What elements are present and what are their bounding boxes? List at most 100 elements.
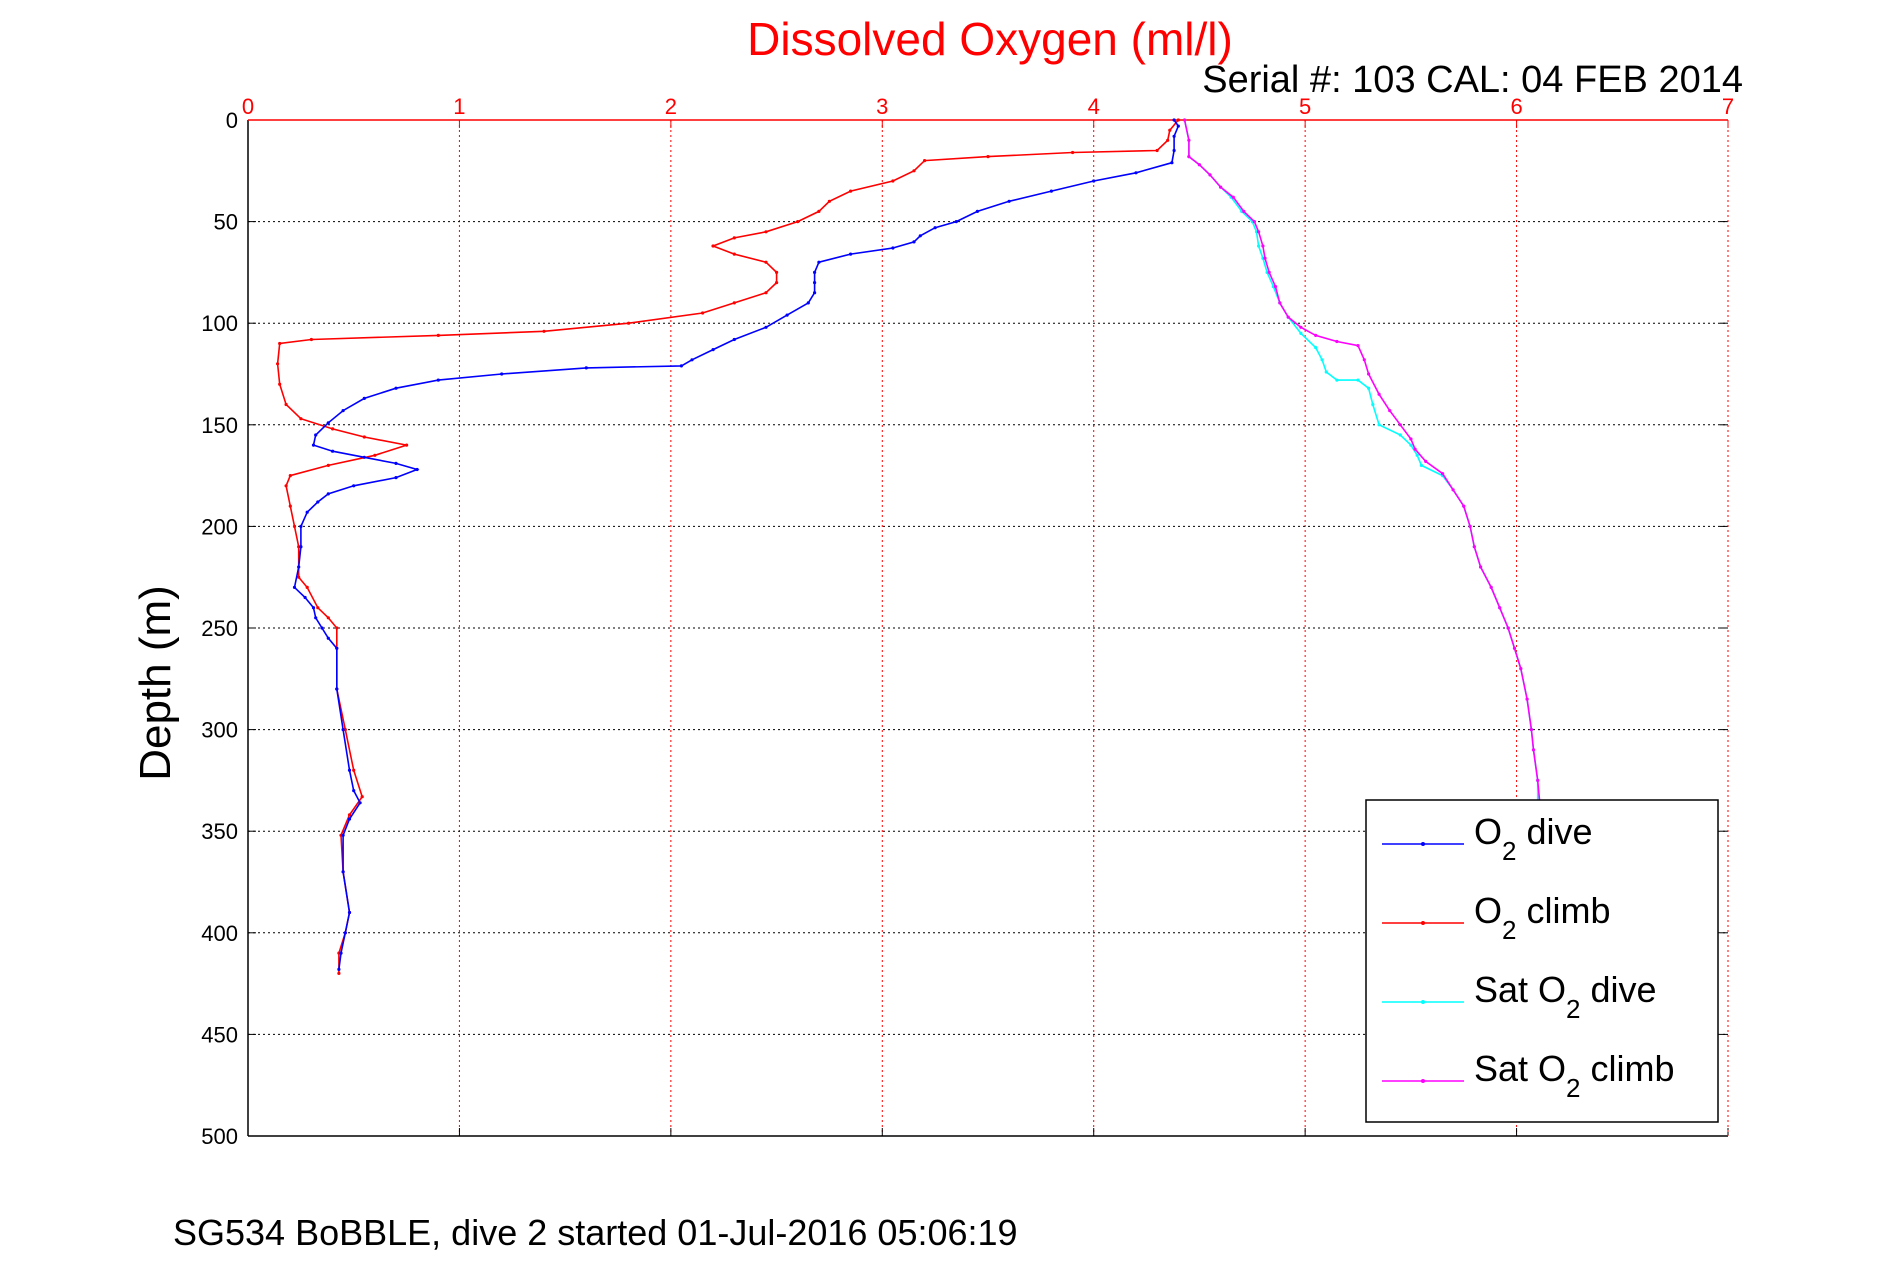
data-point — [849, 252, 853, 256]
data-point — [1172, 118, 1176, 122]
data-point — [343, 728, 347, 732]
data-point — [1388, 409, 1392, 413]
data-point — [305, 585, 309, 590]
data-point — [500, 372, 504, 376]
x-tick-label: 7 — [1722, 94, 1734, 119]
data-point — [288, 474, 292, 478]
data-point — [732, 252, 736, 256]
data-point — [331, 449, 335, 453]
data-point — [1512, 646, 1517, 650]
data-point — [1257, 244, 1261, 248]
y-tick-label: 100 — [201, 311, 238, 336]
data-point — [326, 636, 330, 640]
data-point — [314, 616, 318, 620]
data-point — [764, 260, 768, 264]
data-point — [303, 595, 307, 600]
data-point — [405, 443, 409, 447]
data-point — [352, 789, 356, 793]
x-tick-label: 3 — [876, 94, 888, 119]
legend-label: Sat O2 dive — [1474, 969, 1657, 1024]
tick-labels: 0 1 2 3 4 5 6 7 0 50 100 150 200 250 300 350 400 450 500 — [201, 94, 1734, 1149]
series-line-sat-o-dive — [1183, 119, 1539, 803]
data-point — [1183, 118, 1187, 122]
legend-label: Sat O2 climb — [1474, 1048, 1675, 1103]
data-point — [299, 524, 303, 529]
data-point — [1506, 626, 1510, 630]
data-point — [326, 421, 330, 425]
data-point — [337, 971, 341, 976]
data-point — [331, 427, 335, 431]
y-tick-label: 500 — [201, 1124, 238, 1149]
data-point — [362, 435, 366, 439]
data-point — [1398, 423, 1402, 427]
data-point — [299, 417, 303, 421]
data-point — [1176, 118, 1180, 122]
data-point — [1168, 128, 1172, 132]
data-point — [1286, 315, 1290, 319]
grid — [248, 120, 1728, 1136]
data-point — [1489, 585, 1493, 590]
data-point — [1166, 138, 1170, 142]
data-point — [849, 189, 853, 193]
data-point — [986, 155, 990, 159]
data-point — [305, 510, 309, 514]
x-tick-label: 6 — [1510, 94, 1522, 119]
data-point — [806, 301, 810, 305]
data-point — [1409, 443, 1413, 447]
data-point — [690, 358, 694, 362]
data-point — [335, 687, 339, 691]
data-point — [1398, 433, 1402, 437]
data-point — [1371, 402, 1375, 407]
data-point — [316, 606, 320, 610]
y-tick-label: 50 — [214, 210, 238, 235]
data-point — [394, 476, 398, 480]
data-point — [732, 301, 736, 305]
data-point — [891, 179, 895, 183]
data-point — [352, 484, 356, 488]
data-point — [1462, 504, 1466, 508]
legend-marker — [1421, 842, 1425, 846]
data-point — [347, 817, 352, 821]
data-point — [813, 270, 817, 274]
data-point — [326, 463, 330, 467]
data-point — [373, 453, 377, 457]
data-point — [912, 169, 916, 173]
data-point — [288, 504, 292, 508]
y-tick-label: 250 — [201, 616, 238, 641]
series-line-o-climb — [276, 119, 1179, 974]
axes — [247, 119, 1729, 1137]
data-point — [309, 337, 313, 342]
data-point — [923, 159, 927, 163]
figure-caption: SG534 BoBBLE, dive 2 started 01-Jul-2016… — [173, 1212, 1018, 1253]
data-point — [1367, 386, 1371, 390]
data-point — [732, 337, 736, 342]
y-tick-label: 0 — [226, 108, 238, 133]
chart-subtitle: Serial #: 103 CAL: 04 FEB 2014 — [1202, 59, 1743, 101]
chart-title: Dissolved Oxygen (ml/l) — [747, 13, 1233, 65]
data-point — [278, 341, 282, 346]
data-point — [1356, 344, 1360, 348]
data-point — [297, 575, 301, 579]
data-point — [297, 565, 301, 569]
data-point — [764, 291, 768, 295]
data-point — [284, 402, 288, 407]
data-point — [764, 230, 768, 234]
data-point — [817, 260, 821, 264]
legend-label: O2 climb — [1474, 890, 1611, 945]
legend-label: O2 dive — [1474, 811, 1593, 866]
data-point — [1479, 565, 1483, 569]
data-point — [299, 545, 303, 549]
data-point — [1519, 667, 1523, 671]
data-point — [314, 433, 318, 437]
data-point — [292, 524, 297, 529]
x-tick-label: 2 — [665, 94, 677, 119]
data-point — [1172, 148, 1176, 153]
data-point — [394, 461, 398, 465]
data-point — [1278, 301, 1282, 305]
data-point — [1187, 155, 1191, 159]
data-point — [912, 240, 916, 244]
data-point — [292, 585, 297, 590]
data-point — [341, 833, 345, 837]
data-point — [1273, 285, 1278, 289]
data-point — [975, 209, 980, 213]
